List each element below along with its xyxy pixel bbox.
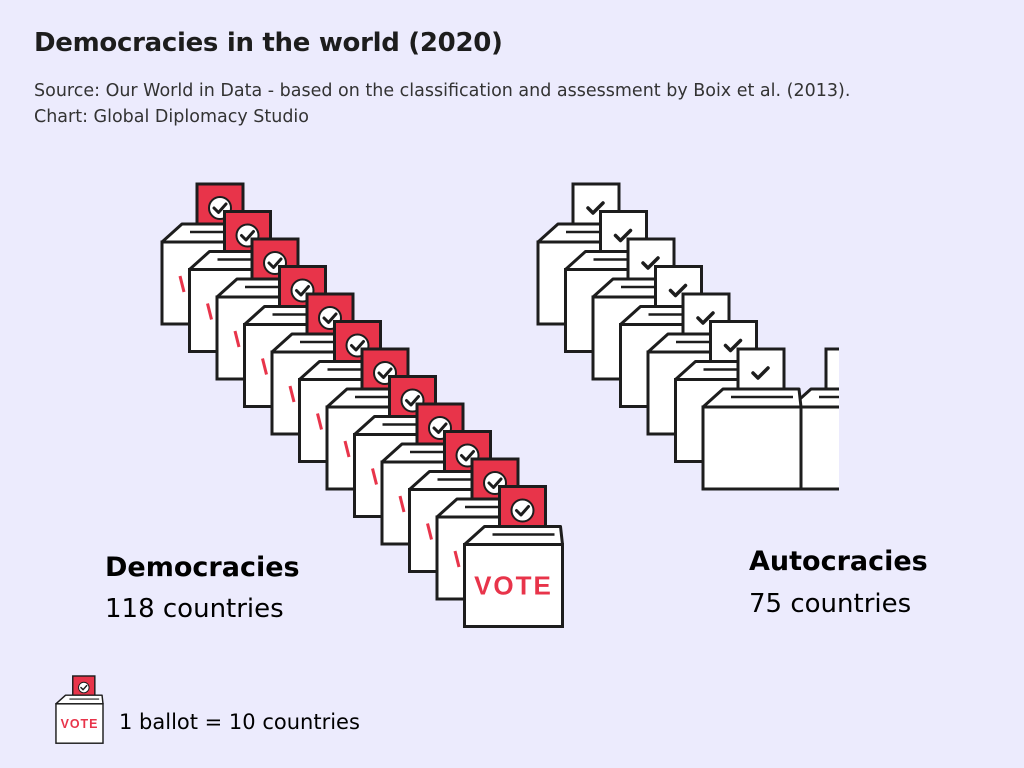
category-label-democracies: Democracies bbox=[105, 552, 300, 583]
chart-title: Democracies in the world (2020) bbox=[34, 28, 503, 58]
credit-note: Chart: Global Diplomacy Studio bbox=[34, 107, 310, 127]
democracies-ballot-stack: VOTE bbox=[160, 182, 564, 628]
svg-text:VOTE: VOTE bbox=[474, 571, 553, 601]
category-label-autocracies: Autocracies bbox=[749, 546, 928, 577]
source-note: Source: Our World in Data - based on the… bbox=[34, 81, 851, 101]
autocracies-ballot-7 bbox=[701, 347, 803, 491]
legend-ballot-icon: VOTE bbox=[55, 675, 104, 744]
autocracies-ballot-8 bbox=[789, 347, 839, 491]
chart-subtitle: Source: Our World in Data - based on the… bbox=[34, 78, 850, 130]
svg-text:VOTE: VOTE bbox=[61, 717, 99, 731]
legend-ballot: VOTE bbox=[55, 675, 104, 744]
democracies-ballot-12: VOTE bbox=[463, 485, 564, 628]
autocracies-ballot-stack bbox=[536, 182, 839, 491]
legend-label: 1 ballot = 10 countries bbox=[119, 710, 360, 734]
count-label-democracies: 118 countries bbox=[105, 594, 284, 624]
count-label-autocracies: 75 countries bbox=[749, 589, 911, 619]
